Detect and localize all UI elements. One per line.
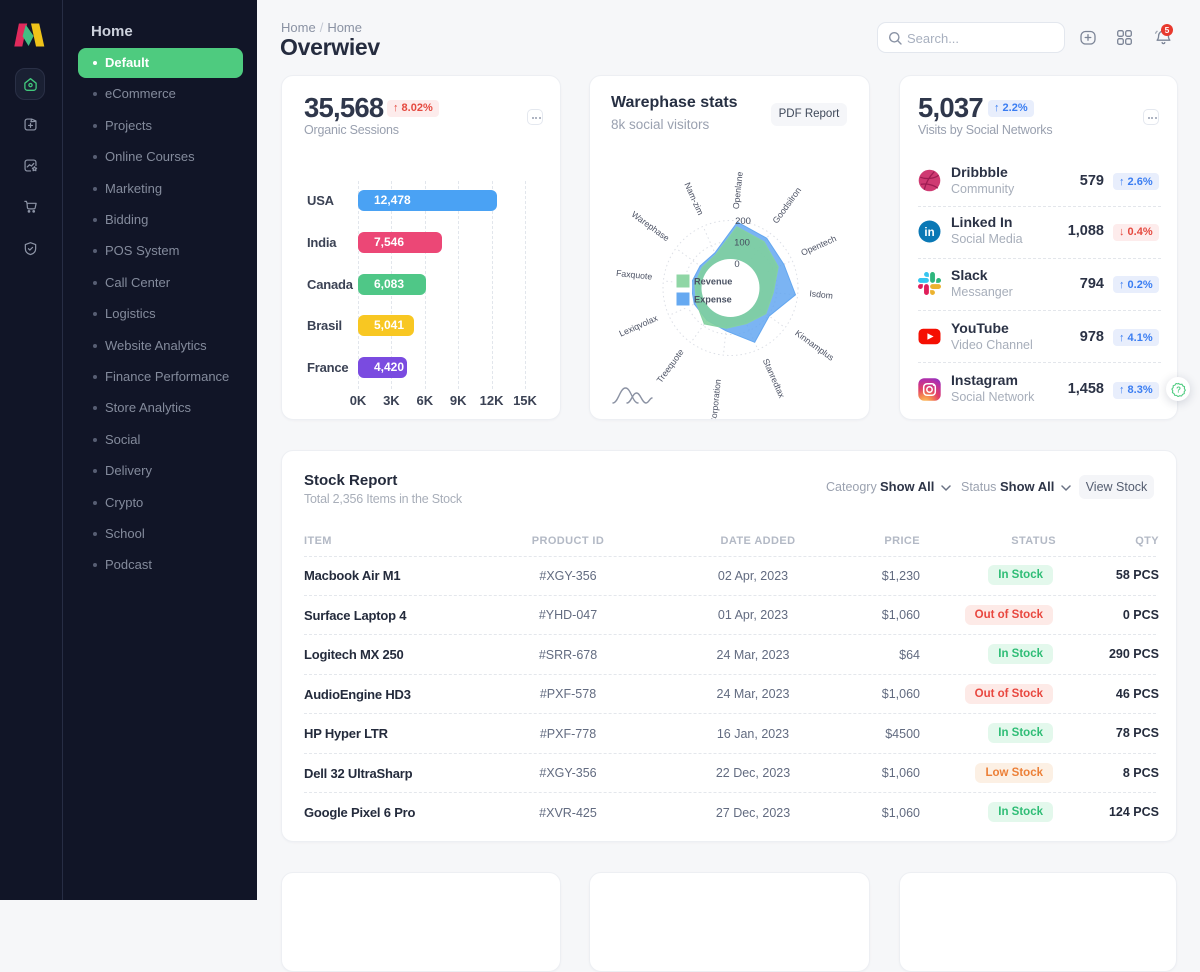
- svg-text:?: ?: [1176, 385, 1181, 394]
- svg-text:Lexiqvolax: Lexiqvolax: [618, 313, 660, 339]
- svg-text:Stanredtax: Stanredtax: [761, 357, 787, 400]
- svg-text:0: 0: [734, 259, 739, 270]
- svg-text:200: 200: [735, 216, 751, 227]
- svg-text:Warephase: Warephase: [630, 209, 672, 243]
- svg-text:Kinnamplus: Kinnamplus: [793, 328, 836, 363]
- svg-text:Opentech: Opentech: [799, 233, 838, 258]
- svg-text:Revenue: Revenue: [694, 277, 732, 287]
- svg-text:Openlane: Openlane: [731, 171, 745, 210]
- svg-text:Expense: Expense: [694, 295, 732, 305]
- svg-text:Faxquote: Faxquote: [616, 268, 653, 282]
- svg-text:Isdom: Isdom: [809, 288, 834, 300]
- svg-text:Treequote: Treequote: [655, 347, 686, 385]
- svg-text:in: in: [924, 226, 934, 238]
- svg-text:Corporation: Corporation: [708, 379, 723, 420]
- svg-text:100: 100: [734, 238, 750, 249]
- svg-text:Nam-zim: Nam-zim: [682, 181, 705, 217]
- svg-text:Goodsilron: Goodsilron: [770, 185, 803, 225]
